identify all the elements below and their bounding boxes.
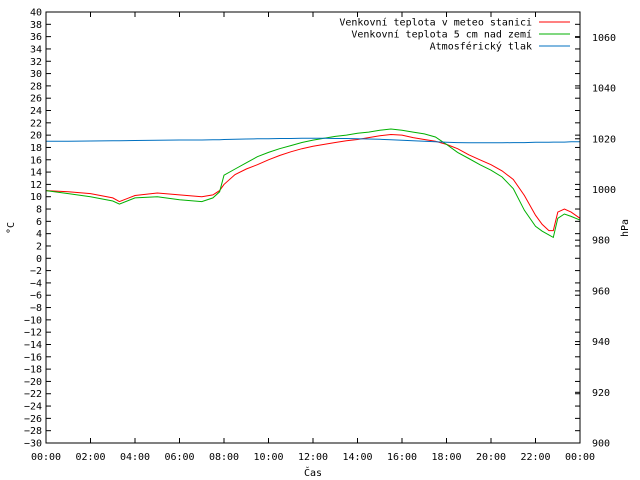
y-tick-label: 2 xyxy=(36,241,42,252)
y-tick-label: 32 xyxy=(30,57,42,68)
x-tick-label: 16:00 xyxy=(387,452,417,463)
x-tick-label: 10:00 xyxy=(253,452,283,463)
y-tick-label: −12 xyxy=(24,328,42,339)
y-tick-label: 12 xyxy=(30,180,42,191)
y-tick-label: 20 xyxy=(30,131,42,142)
y-tick-label: 24 xyxy=(30,106,42,117)
y-tick-label: 28 xyxy=(30,81,42,92)
x-axis-title: Čas xyxy=(304,466,322,479)
y-tick-label: 34 xyxy=(30,44,42,55)
y-axis-title: °C xyxy=(6,222,17,234)
y-tick-label: −30 xyxy=(24,439,42,450)
series-line-1 xyxy=(45,133,581,232)
legend-label-3: Atmosférický tlak xyxy=(430,41,532,53)
y-tick-label: −20 xyxy=(24,377,42,388)
y-tick-label: −4 xyxy=(30,278,42,289)
y-tick-label: 38 xyxy=(30,20,42,31)
y2-tick-label: 980 xyxy=(592,236,610,247)
plot-lines xyxy=(45,128,581,239)
y-tick-label: −22 xyxy=(24,389,42,400)
y2-tick-label: 940 xyxy=(592,337,610,348)
y-tick-label: −6 xyxy=(30,291,42,302)
y-tick-label: 16 xyxy=(30,155,42,166)
y-tick-label: 36 xyxy=(30,32,42,43)
y-tick-label: −18 xyxy=(24,365,42,376)
x-tick-label: 18:00 xyxy=(431,452,461,463)
x-tick-label: 00:00 xyxy=(31,452,61,463)
y-tick-label: −26 xyxy=(24,414,42,425)
legend-label-2: Venkovní teplota 5 cm nad zemí xyxy=(351,29,532,41)
y-tick-label: 14 xyxy=(30,168,42,179)
y2-tick-label: 920 xyxy=(592,388,610,399)
x-tick-label: 02:00 xyxy=(75,452,105,463)
x-tick-label: 20:00 xyxy=(476,452,506,463)
y-tick-label: 0 xyxy=(36,254,42,265)
y-tick-label: −14 xyxy=(24,340,42,351)
series-line-2 xyxy=(45,128,581,239)
y2-axis-title: hPa xyxy=(620,219,631,237)
x-tick-label: 06:00 xyxy=(164,452,194,463)
legend-label-1: Venkovní teplota v meteo stanici xyxy=(339,17,532,29)
y-tick-label: 26 xyxy=(30,94,42,105)
y-tick-label: −24 xyxy=(24,402,42,413)
y-tick-label: −28 xyxy=(24,426,42,437)
x-tick-label: 04:00 xyxy=(120,452,150,463)
y-tick-label: −2 xyxy=(30,266,42,277)
y2-tick-label: 960 xyxy=(592,286,610,297)
legend: Venkovní teplota v meteo staniciVenkovní… xyxy=(339,17,570,53)
y2-tick-label: 1000 xyxy=(592,185,616,196)
y-tick-label: 22 xyxy=(30,118,42,129)
y-tick-label: 18 xyxy=(30,143,42,154)
series-line-3 xyxy=(46,137,580,144)
y-tick-label: 8 xyxy=(36,205,42,216)
y-tick-label: 30 xyxy=(30,69,42,80)
y-tick-label: 40 xyxy=(30,8,42,19)
y2-tick-label: 900 xyxy=(592,439,610,450)
y-tick-label: 6 xyxy=(36,217,42,228)
y-tick-label: −10 xyxy=(24,315,42,326)
y2-tick-label: 1060 xyxy=(592,33,616,44)
x-tick-label: 12:00 xyxy=(298,452,328,463)
y-tick-label: 4 xyxy=(36,229,42,240)
x-tick-label: 14:00 xyxy=(342,452,372,463)
y-tick-label: 10 xyxy=(30,192,42,203)
y2-tick-label: 1020 xyxy=(592,134,616,145)
x-tick-label: 00:00 xyxy=(565,452,595,463)
y2-tick-label: 1040 xyxy=(592,84,616,95)
ticks: 4038363432302826242220181614121086420−2−… xyxy=(24,8,616,464)
x-tick-label: 08:00 xyxy=(209,452,239,463)
y-tick-label: −8 xyxy=(30,303,42,314)
y-tick-label: −16 xyxy=(24,352,42,363)
x-tick-label: 22:00 xyxy=(520,452,550,463)
